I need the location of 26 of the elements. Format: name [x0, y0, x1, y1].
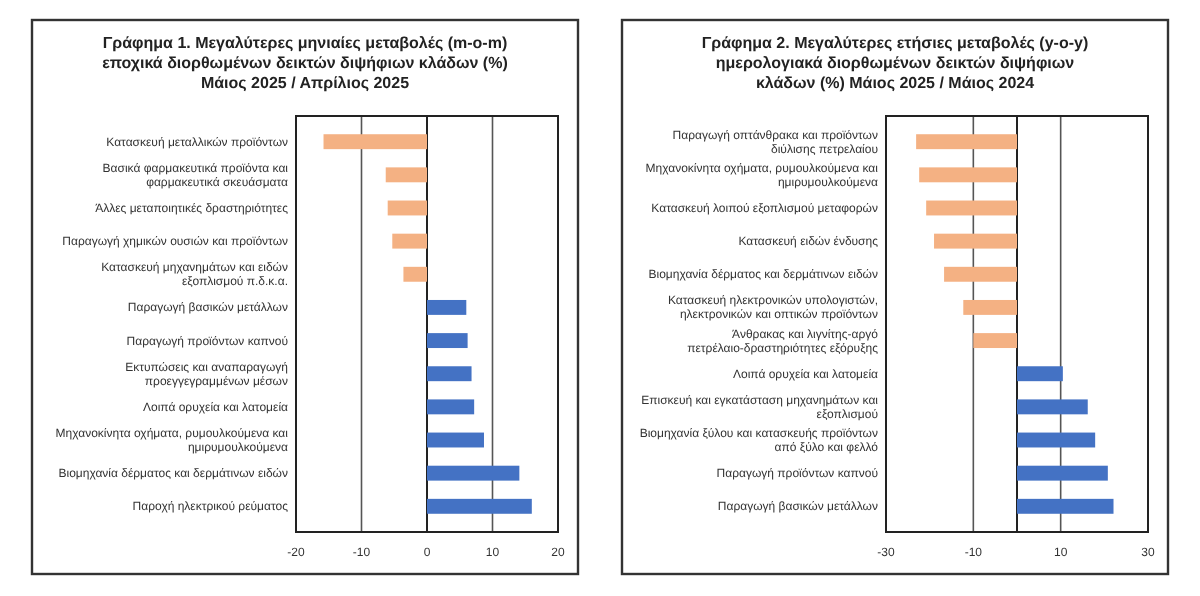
bar — [427, 399, 475, 415]
bar — [323, 134, 427, 150]
bar — [1017, 465, 1108, 481]
chart-title: Γράφημα 1. Μεγαλύτερες μηνιαίες μεταβολές (m-o-m) εποχικά διορθωμένων δεικτών διψήφιων κλάδων (%) Μάιος 2025 / Απρίλιος 2025 — [102, 34, 509, 92]
bar — [403, 266, 427, 282]
bar — [1017, 399, 1088, 415]
bar — [1017, 432, 1096, 448]
bar — [1017, 366, 1063, 382]
bar — [387, 200, 427, 216]
bar — [963, 299, 1017, 315]
bar — [427, 465, 520, 481]
bar — [427, 498, 532, 514]
bar — [934, 233, 1017, 249]
bar — [385, 167, 427, 183]
bar — [944, 266, 1017, 282]
bar — [427, 432, 484, 448]
bar — [919, 167, 1017, 183]
bar — [427, 299, 467, 315]
bar — [973, 333, 1017, 349]
bar — [427, 366, 472, 382]
bar — [926, 200, 1017, 216]
bar — [427, 333, 468, 349]
bar — [916, 134, 1017, 150]
bar — [392, 233, 427, 249]
bar — [1017, 498, 1114, 514]
chart-title: Γράφημα 2. Μεγαλύτερες ετήσιες μεταβολές (y-o-y) ημερολογιακά διορθωμένων δεικτών διψήφιων κλάδων (%) Μάιος 2025 / Μάιος 2024 — [701, 34, 1089, 92]
